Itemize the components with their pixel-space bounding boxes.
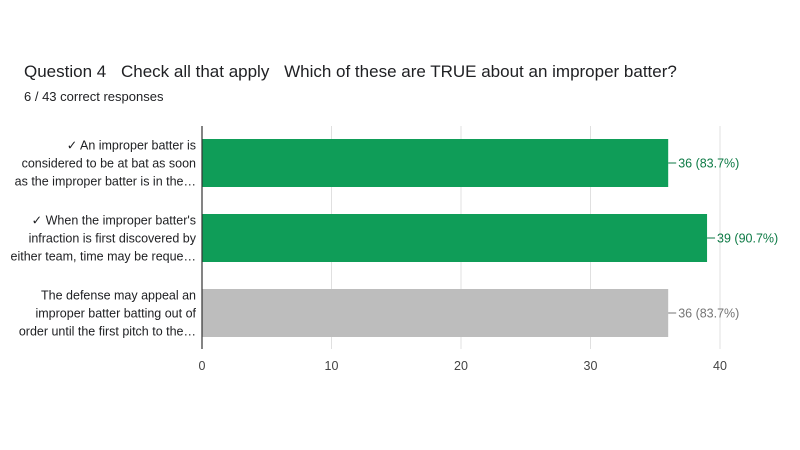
bar-value-label: 39 (90.7%) (717, 232, 778, 246)
question-title: Question 4 Check all that apply Which of… (24, 62, 677, 82)
bar-value-label: 36 (83.7%) (678, 307, 739, 321)
answer-option-label: as the improper batter is in the… (15, 175, 196, 189)
x-tick-label: 10 (325, 359, 339, 373)
answer-option-label: improper batter batting out of (35, 307, 196, 321)
x-tick-label: 0 (199, 359, 206, 373)
x-tick-label: 40 (713, 359, 727, 373)
answer-option-label: ✓ When the improper batter's (32, 214, 196, 228)
incorrect-answer-bar (202, 289, 669, 337)
answer-option-label: The defense may appeal an (41, 289, 196, 303)
answer-option-label: order until the first pitch to the… (19, 325, 196, 339)
question-type: Check all that apply (120, 62, 270, 81)
x-tick-label: 20 (454, 359, 468, 373)
bar-value-label: 36 (83.7%) (678, 157, 739, 171)
answer-option-label: either team, time may be reque… (11, 250, 197, 264)
question-number: Question 4 (24, 62, 107, 81)
answer-option-label: considered to be at bat as soon (22, 157, 196, 171)
x-tick-label: 30 (584, 359, 598, 373)
correct-responses-count: 6 / 43 correct responses (24, 89, 164, 104)
correct-answer-bar (202, 214, 708, 262)
answer-option-label: infraction is first discovered by (29, 232, 197, 246)
question-text: Which of these are TRUE about an imprope… (284, 62, 677, 81)
correct-answer-bar (202, 139, 669, 187)
answer-option-label: ✓ An improper batter is (67, 139, 196, 153)
